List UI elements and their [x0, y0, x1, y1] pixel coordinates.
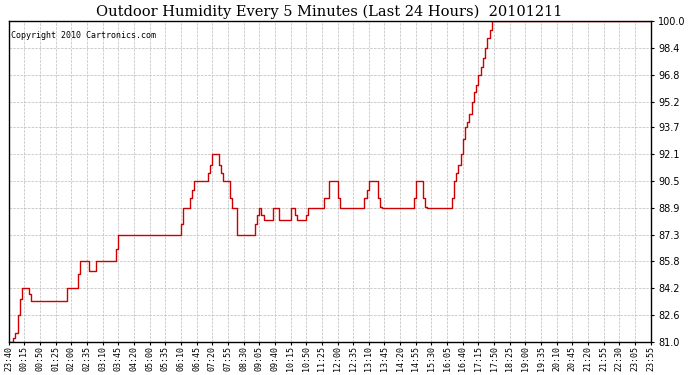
Title: Outdoor Humidity Every 5 Minutes (Last 24 Hours)  20101211: Outdoor Humidity Every 5 Minutes (Last 2… [97, 4, 563, 18]
Text: Copyright 2010 Cartronics.com: Copyright 2010 Cartronics.com [10, 31, 155, 40]
